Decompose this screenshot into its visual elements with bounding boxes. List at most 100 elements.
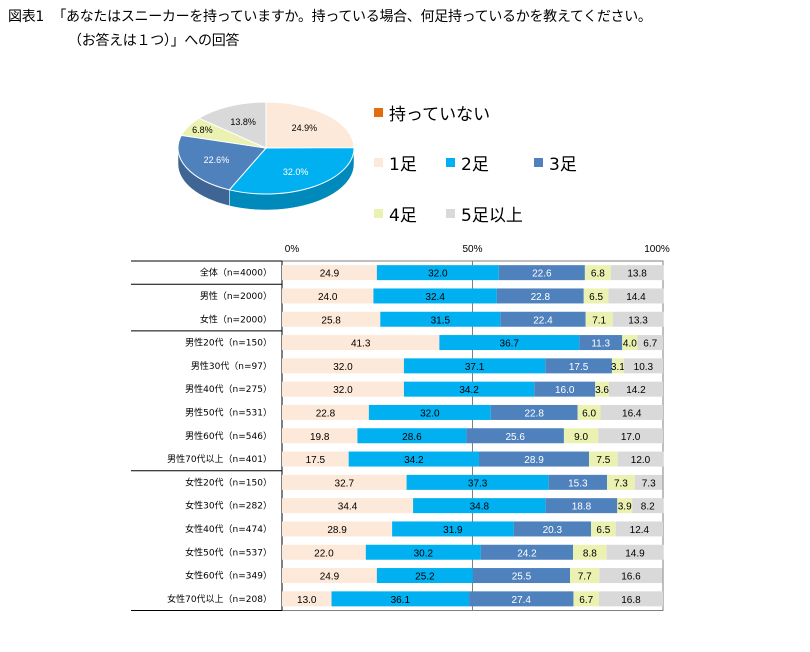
bar-segment-three [579, 335, 623, 351]
bar-segment-four [611, 358, 624, 374]
bar-segment-five [610, 265, 664, 281]
bar-label-three: 16.0 [555, 385, 575, 396]
bar-segment-two [376, 265, 499, 281]
pie-slice-one [265, 101, 355, 149]
bar-segment-four [590, 521, 616, 537]
pie-label-five: 13.8% [230, 117, 256, 127]
axis-tick-label: 0% [285, 244, 300, 255]
bar-label-two: 36.7 [500, 339, 520, 350]
bar-segment-one [282, 265, 377, 281]
bar-segment-five [615, 521, 663, 537]
bar-label-four: 3.1 [611, 362, 625, 373]
bar-label-five: 16.4 [622, 408, 642, 419]
bar-segment-three [466, 428, 564, 444]
bar-segment-five [608, 288, 664, 304]
chart-title-line2: （お答えは１つ）」への回答 [68, 30, 239, 50]
bar-segment-five [637, 335, 663, 351]
bar-segment-three [545, 498, 618, 514]
bar-segment-three [490, 404, 578, 420]
bar-segment-three [500, 311, 586, 327]
bar-label-three: 20.3 [543, 525, 563, 536]
bar-label-four: 6.8 [591, 269, 605, 280]
bar-label-three: 18.8 [572, 502, 592, 513]
legend-label-three: 3足 [549, 155, 577, 175]
bar-label-two: 31.9 [443, 525, 463, 536]
bar-segment-five [606, 544, 664, 560]
legend-swatch-one [374, 158, 383, 167]
bar-label-five: 17.0 [621, 432, 641, 443]
bar-label-two: 34.2 [459, 385, 479, 396]
legend-item-four: 4足 [374, 201, 417, 226]
bar-label-four: 7.1 [592, 315, 606, 326]
bar-label-four: 7.3 [614, 478, 628, 489]
figure-label: 図表1 [8, 9, 45, 25]
legend-swatch-two [446, 158, 455, 167]
legend-swatch-five [446, 209, 455, 218]
category-label: 男性20代（n=150） [185, 337, 272, 349]
bar-segment-four [573, 591, 599, 607]
bar-segment-three [496, 288, 584, 304]
legend-item-three: 3足 [534, 150, 577, 175]
bar-segment-five [612, 311, 664, 327]
bar-label-four: 4.0 [623, 339, 637, 350]
bar-segment-four [585, 311, 613, 327]
bar-segment-one [282, 591, 332, 607]
question-text: 「あなたはスニーカーを持っていますか。持っている場合、何足持っているかを教えてく… [52, 9, 652, 25]
bar-label-two: 32.4 [425, 292, 445, 303]
bar-label-one: 13.0 [297, 595, 317, 606]
category-label: 女性70代以上（n=208） [167, 593, 272, 605]
bar-label-three: 25.5 [512, 572, 532, 583]
bar-segment-four [606, 474, 635, 490]
bar-segment-one [282, 404, 369, 420]
bar-segment-four [595, 381, 609, 397]
bar-segment-five [598, 428, 663, 444]
category-label: 男性70代以上（n=401） [167, 453, 272, 465]
category-label: 男性40代（n=275） [185, 383, 272, 395]
bar-label-one: 41.3 [351, 339, 371, 350]
bar-label-five: 14.9 [625, 548, 645, 559]
bar-label-two: 37.3 [468, 478, 488, 489]
legend-swatch-none [374, 108, 383, 117]
pie-chart: 24.9% 32.0% 22.6% 6.8% 13.8% [177, 101, 355, 211]
category-label: 男性50代（n=531） [185, 406, 272, 418]
bar-label-five: 14.2 [626, 385, 646, 396]
category-label: 女性30代（n=282） [185, 500, 272, 512]
bar-segment-four [577, 404, 601, 420]
bar-label-four: 7.5 [596, 455, 610, 466]
bar-segment-three [545, 358, 612, 374]
bar-label-two: 37.1 [465, 362, 485, 373]
category-label: 全体（n=4000） [200, 267, 272, 279]
bar-label-five: 6.7 [643, 339, 657, 350]
bar-label-three: 15.3 [568, 478, 588, 489]
bar-label-three: 22.8 [531, 292, 551, 303]
category-label: 女性（n=2000） [200, 313, 272, 325]
bar-label-one: 24.0 [318, 292, 338, 303]
bar-segment-two [348, 451, 479, 467]
bar-segment-one [282, 335, 440, 351]
bar-segment-four [573, 544, 607, 560]
bar-label-five: 14.4 [626, 292, 646, 303]
bar-segment-one [282, 544, 366, 560]
bar-label-five: 13.3 [628, 315, 648, 326]
bar-segment-three [498, 265, 585, 281]
bar-segment-two [403, 381, 535, 397]
bar-segment-two [368, 404, 491, 420]
bar-segment-one [282, 381, 404, 397]
bar-segment-five [608, 381, 663, 397]
bar-segment-one [282, 498, 414, 514]
bar-segment-four [563, 428, 599, 444]
bar-label-three: 22.4 [533, 315, 553, 326]
legend-label-two: 2足 [461, 155, 489, 175]
category-label: 男性30代（n=97） [191, 360, 272, 372]
pie-label-three: 22.6% [204, 155, 230, 165]
bar-segment-four [622, 335, 638, 351]
pie-label-one: 24.9% [292, 123, 318, 133]
bar-segment-three [469, 591, 574, 607]
bar-label-four: 6.5 [596, 525, 610, 536]
bar-label-one: 32.0 [333, 385, 353, 396]
category-label: 男性60代（n=546） [185, 430, 272, 442]
bar-label-five: 8.2 [641, 502, 655, 513]
bar-segment-three [478, 451, 590, 467]
bar-label-two: 36.1 [391, 595, 411, 606]
